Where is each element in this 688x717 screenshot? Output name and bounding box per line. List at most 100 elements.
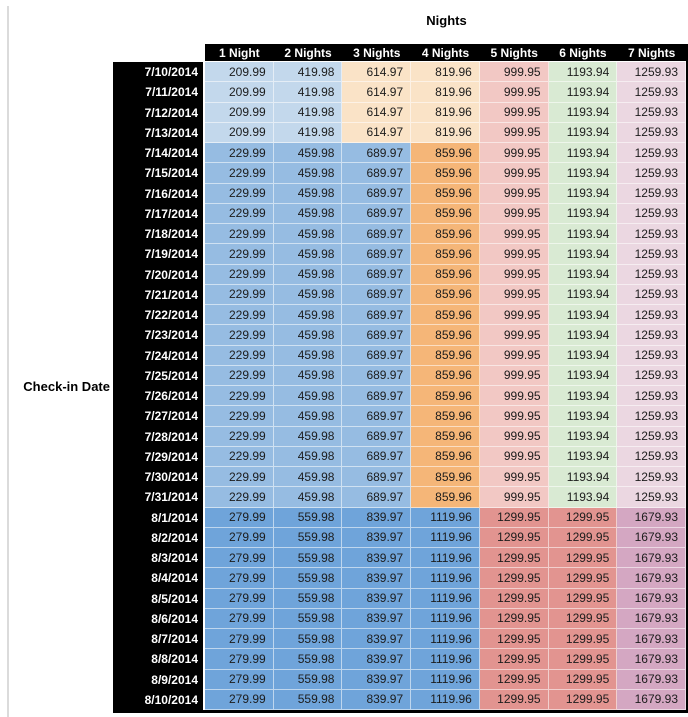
- row-header-date[interactable]: 7/14/2014: [113, 143, 205, 164]
- row-header-date[interactable]: 7/20/2014: [113, 264, 205, 285]
- price-cell[interactable]: 999.95: [479, 224, 549, 245]
- price-cell[interactable]: 1193.94: [548, 264, 618, 285]
- price-cell[interactable]: 999.95: [479, 386, 549, 407]
- row-header-date[interactable]: 7/21/2014: [113, 284, 205, 305]
- price-cell[interactable]: 1299.95: [479, 689, 549, 710]
- price-cell[interactable]: 999.95: [479, 446, 549, 467]
- price-cell[interactable]: 559.98: [273, 608, 343, 629]
- price-cell[interactable]: 999.95: [479, 163, 549, 184]
- row-header-date[interactable]: 7/23/2014: [113, 325, 205, 346]
- price-cell[interactable]: 1259.93: [617, 264, 686, 285]
- price-cell[interactable]: 1679.93: [617, 507, 686, 528]
- price-cell[interactable]: 859.96: [411, 284, 480, 305]
- price-cell[interactable]: 859.96: [411, 203, 480, 224]
- price-cell[interactable]: 559.98: [273, 527, 343, 548]
- price-cell[interactable]: 1193.94: [548, 102, 618, 123]
- price-cell[interactable]: 999.95: [479, 467, 549, 488]
- price-cell[interactable]: 1259.93: [617, 446, 686, 467]
- price-cell[interactable]: 419.98: [273, 122, 343, 143]
- price-cell[interactable]: 559.98: [273, 649, 343, 670]
- price-cell[interactable]: 1259.93: [617, 203, 686, 224]
- row-header-date[interactable]: 8/10/2014: [113, 689, 205, 710]
- price-cell[interactable]: 689.97: [342, 386, 412, 407]
- price-cell[interactable]: 999.95: [479, 365, 549, 386]
- price-cell[interactable]: 1679.93: [617, 608, 686, 629]
- price-cell[interactable]: 1679.93: [617, 629, 686, 650]
- price-cell[interactable]: 689.97: [342, 446, 412, 467]
- price-cell[interactable]: 859.96: [411, 163, 480, 184]
- price-cell[interactable]: 1679.93: [617, 588, 686, 609]
- price-cell[interactable]: 1259.93: [617, 284, 686, 305]
- price-cell[interactable]: 229.99: [205, 183, 274, 204]
- price-cell[interactable]: 1299.95: [479, 588, 549, 609]
- price-cell[interactable]: 999.95: [479, 183, 549, 204]
- price-cell[interactable]: 1193.94: [548, 426, 618, 447]
- price-cell[interactable]: 819.96: [411, 122, 480, 143]
- price-cell[interactable]: 689.97: [342, 203, 412, 224]
- price-cell[interactable]: 689.97: [342, 345, 412, 366]
- price-cell[interactable]: 1193.94: [548, 183, 618, 204]
- price-cell[interactable]: 839.97: [342, 629, 412, 650]
- row-header-date[interactable]: 8/1/2014: [113, 507, 205, 528]
- price-cell[interactable]: 1259.93: [617, 386, 686, 407]
- price-cell[interactable]: 1193.94: [548, 325, 618, 346]
- row-header-date[interactable]: 7/17/2014: [113, 203, 205, 224]
- price-cell[interactable]: 559.98: [273, 568, 343, 589]
- price-cell[interactable]: 559.98: [273, 588, 343, 609]
- row-header-date[interactable]: 7/27/2014: [113, 406, 205, 427]
- price-cell[interactable]: 614.97: [342, 62, 412, 83]
- row-header-date[interactable]: 7/16/2014: [113, 183, 205, 204]
- price-cell[interactable]: 459.98: [273, 284, 343, 305]
- price-cell[interactable]: 229.99: [205, 143, 274, 164]
- price-cell[interactable]: 459.98: [273, 163, 343, 184]
- row-header-date[interactable]: 7/25/2014: [113, 365, 205, 386]
- price-cell[interactable]: 839.97: [342, 608, 412, 629]
- price-cell[interactable]: 459.98: [273, 467, 343, 488]
- price-cell[interactable]: 1193.94: [548, 345, 618, 366]
- price-cell[interactable]: 279.99: [205, 669, 274, 690]
- price-cell[interactable]: 689.97: [342, 163, 412, 184]
- price-cell[interactable]: 839.97: [342, 649, 412, 670]
- price-cell[interactable]: 999.95: [479, 143, 549, 164]
- price-cell[interactable]: 689.97: [342, 224, 412, 245]
- price-cell[interactable]: 459.98: [273, 305, 343, 326]
- price-cell[interactable]: 859.96: [411, 446, 480, 467]
- price-cell[interactable]: 459.98: [273, 365, 343, 386]
- price-cell[interactable]: 279.99: [205, 608, 274, 629]
- price-cell[interactable]: 1299.95: [479, 568, 549, 589]
- price-cell[interactable]: 859.96: [411, 183, 480, 204]
- price-cell[interactable]: 839.97: [342, 689, 412, 710]
- price-cell[interactable]: 279.99: [205, 588, 274, 609]
- price-cell[interactable]: 1299.95: [479, 629, 549, 650]
- price-cell[interactable]: 859.96: [411, 406, 480, 427]
- price-cell[interactable]: 1679.93: [617, 689, 686, 710]
- price-cell[interactable]: 689.97: [342, 426, 412, 447]
- price-cell[interactable]: 819.96: [411, 102, 480, 123]
- price-cell[interactable]: 1259.93: [617, 426, 686, 447]
- price-cell[interactable]: 279.99: [205, 689, 274, 710]
- price-cell[interactable]: 859.96: [411, 365, 480, 386]
- price-cell[interactable]: 1193.94: [548, 305, 618, 326]
- price-cell[interactable]: 279.99: [205, 548, 274, 569]
- price-cell[interactable]: 1193.94: [548, 203, 618, 224]
- price-cell[interactable]: 689.97: [342, 467, 412, 488]
- price-cell[interactable]: 279.99: [205, 629, 274, 650]
- row-header-date[interactable]: 7/10/2014: [113, 62, 205, 83]
- row-header-date[interactable]: 8/9/2014: [113, 669, 205, 690]
- price-cell[interactable]: 1679.93: [617, 649, 686, 670]
- price-cell[interactable]: 689.97: [342, 284, 412, 305]
- price-cell[interactable]: 859.96: [411, 143, 480, 164]
- price-cell[interactable]: 614.97: [342, 122, 412, 143]
- price-cell[interactable]: 1119.96: [411, 527, 480, 548]
- price-cell[interactable]: 229.99: [205, 446, 274, 467]
- price-cell[interactable]: 689.97: [342, 487, 412, 508]
- row-header-date[interactable]: 7/22/2014: [113, 305, 205, 326]
- row-header-date[interactable]: 8/7/2014: [113, 629, 205, 650]
- row-header-date[interactable]: 7/28/2014: [113, 426, 205, 447]
- price-cell[interactable]: 229.99: [205, 203, 274, 224]
- price-cell[interactable]: 1299.95: [548, 669, 618, 690]
- price-cell[interactable]: 559.98: [273, 548, 343, 569]
- row-header-date[interactable]: 7/26/2014: [113, 386, 205, 407]
- price-cell[interactable]: 459.98: [273, 487, 343, 508]
- price-cell[interactable]: 1299.95: [548, 689, 618, 710]
